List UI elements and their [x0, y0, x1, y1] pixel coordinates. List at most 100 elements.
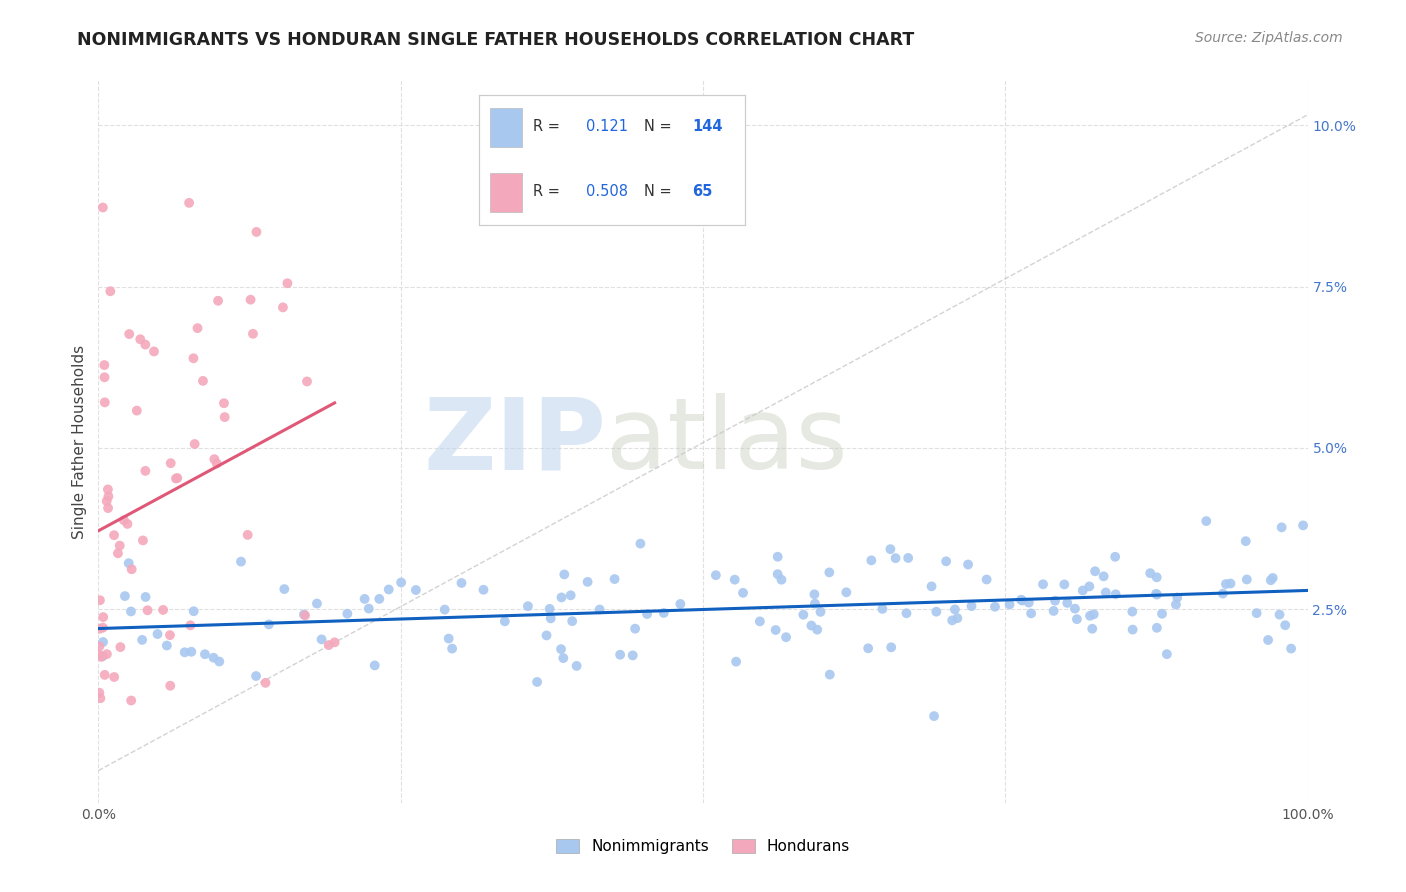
Point [159, 628, 181, 642]
Point [183, 437, 205, 451]
Point [1042, 604, 1064, 618]
Point [1094, 585, 1116, 599]
Point [276, 277, 298, 291]
Point [311, 632, 333, 647]
Point [1032, 577, 1054, 591]
Point [921, 579, 943, 593]
Point [114, 589, 136, 603]
Point [1104, 587, 1126, 601]
Point [792, 607, 814, 622]
Point [1292, 518, 1315, 533]
Point [806, 623, 828, 637]
Point [1018, 596, 1040, 610]
Point [441, 641, 464, 656]
Point [725, 655, 748, 669]
Point [450, 576, 472, 591]
Point [1146, 621, 1168, 635]
Point [1271, 520, 1294, 534]
Point [107, 546, 129, 560]
Point [1146, 588, 1168, 602]
Point [254, 675, 277, 690]
Point [550, 591, 572, 605]
Point [433, 602, 456, 616]
Point [91, 649, 114, 664]
Point [292, 607, 315, 622]
Point [208, 655, 231, 669]
Point [186, 321, 208, 335]
Point [389, 575, 412, 590]
Point [91, 635, 114, 649]
Point [856, 641, 879, 656]
Point [134, 337, 156, 351]
Point [1260, 573, 1282, 587]
Point [165, 471, 187, 485]
Point [134, 464, 156, 478]
Point [896, 606, 918, 620]
Point [357, 601, 380, 615]
Point [922, 709, 945, 723]
Point [526, 675, 548, 690]
Point [943, 602, 966, 616]
Point [1092, 569, 1115, 583]
Point [120, 604, 142, 618]
Point [89, 686, 111, 700]
Point [214, 410, 236, 425]
Point [1081, 622, 1104, 636]
Point [621, 648, 644, 663]
Point [1144, 587, 1167, 601]
Point [97, 483, 120, 497]
Point [131, 632, 153, 647]
Point [957, 558, 980, 572]
Point [159, 456, 181, 470]
Point [1084, 564, 1107, 578]
Point [242, 326, 264, 341]
Point [377, 582, 399, 597]
Point [229, 555, 252, 569]
Point [818, 667, 841, 681]
Point [472, 582, 495, 597]
Y-axis label: Single Father Households: Single Father Households [72, 344, 87, 539]
Point [1078, 579, 1101, 593]
Point [669, 597, 692, 611]
Point [553, 651, 575, 665]
Point [294, 608, 316, 623]
Point [998, 598, 1021, 612]
Point [1078, 608, 1101, 623]
Point [704, 568, 727, 582]
Point [183, 351, 205, 366]
Point [860, 553, 883, 567]
Point [1010, 592, 1032, 607]
Point [1019, 607, 1042, 621]
Point [91, 201, 114, 215]
Point [143, 344, 166, 359]
Point [1121, 605, 1143, 619]
Point [576, 574, 599, 589]
Point [1257, 632, 1279, 647]
Point [1150, 607, 1173, 621]
Point [731, 586, 754, 600]
Point [1139, 566, 1161, 581]
Point [609, 648, 631, 662]
Point [295, 375, 318, 389]
Point [159, 679, 181, 693]
Point [748, 615, 770, 629]
Point [179, 195, 201, 210]
Point [1011, 593, 1033, 607]
Point [112, 513, 135, 527]
Point [536, 628, 558, 642]
Point [872, 602, 894, 616]
Point [180, 645, 202, 659]
Point [156, 639, 179, 653]
Point [1279, 641, 1302, 656]
Text: atlas: atlas [606, 393, 848, 490]
Point [90, 649, 112, 664]
Point [353, 591, 375, 606]
Point [766, 549, 789, 564]
Point [205, 457, 228, 471]
Point [800, 618, 823, 632]
Point [624, 622, 647, 636]
Point [273, 582, 295, 596]
Point [97, 489, 120, 503]
Point [810, 605, 832, 619]
Point [91, 610, 114, 624]
